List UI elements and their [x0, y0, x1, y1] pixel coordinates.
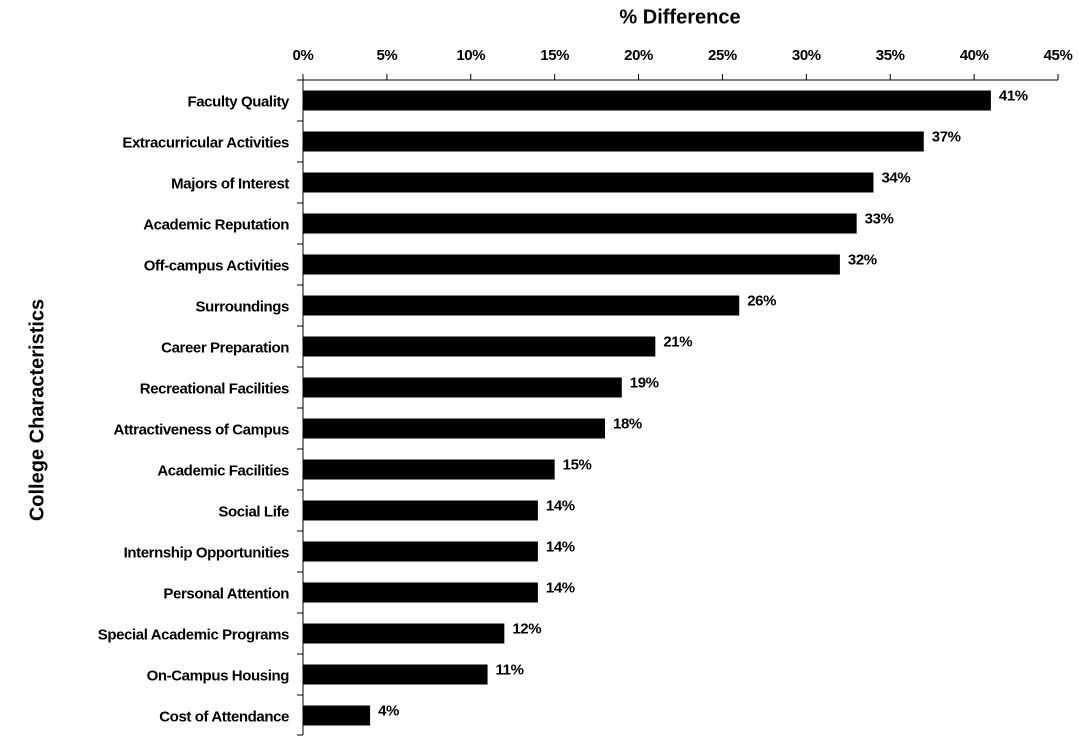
bar	[303, 90, 991, 111]
y-tick-label: Extracurricular Activities	[122, 134, 289, 151]
x-tick-label: 40%	[960, 47, 989, 64]
bar	[303, 418, 605, 439]
value-label: 11%	[496, 661, 524, 678]
bar	[303, 623, 505, 644]
y-tick-label: Academic Facilities	[157, 462, 289, 479]
y-tick-label: On-Campus Housing	[147, 667, 290, 684]
y-tick-label: Attractiveness of Campus	[114, 421, 290, 438]
y-tick-label: Academic Reputation	[143, 216, 289, 233]
value-label: 41%	[999, 87, 1028, 104]
bar	[303, 131, 924, 152]
value-label: 12%	[512, 620, 541, 637]
bar	[303, 541, 538, 562]
y-tick-label: Personal Attention	[163, 585, 289, 602]
y-tick-label: Career Preparation	[161, 339, 289, 356]
x-tick-label: 10%	[456, 47, 485, 64]
bar	[303, 172, 874, 193]
y-tick-label: Majors of Interest	[171, 175, 289, 192]
value-label: 14%	[546, 497, 575, 514]
bar	[303, 213, 857, 234]
y-tick-label: Social Life	[218, 503, 289, 520]
bar	[303, 664, 488, 685]
value-label: 32%	[848, 251, 877, 268]
x-axis-title: % Difference	[619, 6, 740, 28]
bar	[303, 336, 656, 357]
x-tick-label: 5%	[376, 47, 397, 64]
y-tick-label: Surroundings	[195, 298, 289, 315]
value-label: 34%	[881, 169, 910, 186]
bar	[303, 254, 840, 275]
x-tick-label: 45%	[1044, 47, 1073, 64]
x-tick-label: 30%	[792, 47, 821, 64]
value-label: 37%	[932, 128, 961, 145]
y-tick-label: Faculty Quality	[187, 93, 290, 110]
value-label: 14%	[546, 579, 575, 596]
bar	[303, 705, 371, 726]
value-label: 19%	[630, 374, 659, 391]
value-label: 26%	[747, 292, 776, 309]
y-axis-title: College Characteristics	[26, 299, 48, 521]
y-tick-label: Recreational Facilities	[140, 380, 289, 397]
x-tick-label: 0%	[293, 47, 314, 64]
y-tick-label: Special Academic Programs	[98, 626, 289, 643]
value-label: 14%	[546, 538, 575, 555]
x-tick-label: 15%	[540, 47, 569, 64]
x-tick-label: 25%	[708, 47, 737, 64]
value-label: 15%	[563, 456, 592, 473]
value-label: 33%	[865, 210, 894, 227]
x-tick-label: 20%	[624, 47, 653, 64]
value-label: 21%	[663, 333, 692, 350]
y-tick-label: Off-campus Activities	[144, 257, 289, 274]
bar	[303, 582, 538, 603]
x-tick-label: 35%	[876, 47, 905, 64]
y-tick-label: Cost of Attendance	[159, 708, 289, 725]
value-label: 4%	[378, 702, 399, 719]
y-tick-label: Internship Opportunities	[124, 544, 289, 561]
bar	[303, 377, 622, 398]
bar	[303, 500, 538, 521]
value-label: 18%	[613, 415, 642, 432]
bar	[303, 295, 740, 316]
bar	[303, 459, 555, 480]
